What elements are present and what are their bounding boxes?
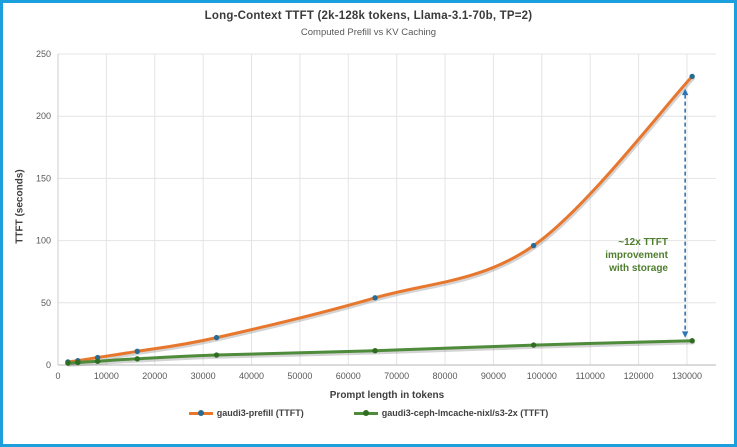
legend-line-icon xyxy=(353,410,378,416)
svg-text:100000: 100000 xyxy=(527,371,557,381)
legend-label-prefill: gaudi3-prefill (TTFT) xyxy=(216,408,304,418)
svg-text:30000: 30000 xyxy=(191,371,216,381)
annotation-line-3: with storage xyxy=(609,263,668,274)
chart-subtitle: Computed Prefill vs KV Caching xyxy=(300,27,437,38)
svg-text:0: 0 xyxy=(46,360,51,370)
legend-line-icon xyxy=(188,410,213,416)
svg-text:50000: 50000 xyxy=(287,371,312,381)
legend: gaudi3-prefill (TTFT) gaudi3-ceph-lmcach… xyxy=(3,408,734,418)
legend-label-lmcache: gaudi3-ceph-lmcache-nixl/s3-2x (TTFT) xyxy=(381,408,549,418)
svg-text:10000: 10000 xyxy=(94,371,119,381)
legend-item-lmcache: gaudi3-ceph-lmcache-nixl/s3-2x (TTFT) xyxy=(353,408,549,418)
svg-text:0: 0 xyxy=(55,371,60,381)
legend-item-prefill: gaudi3-prefill (TTFT) xyxy=(188,408,304,418)
svg-text:150: 150 xyxy=(36,173,51,183)
annotation-12x-improvement: ~12x TTFT improvement with storage xyxy=(605,236,668,275)
svg-text:60000: 60000 xyxy=(336,371,361,381)
legend-dot-icon xyxy=(362,410,369,416)
chart-canvas: 0 10000 20000 30000 40000 50000 60000 70000 8000… xyxy=(36,49,716,381)
svg-text:250: 250 xyxy=(36,49,51,59)
chart-title: Long-Context TTFT (2k-128k tokens, Llama… xyxy=(204,10,533,22)
y-axis-title: TTFT (seconds) xyxy=(14,169,26,244)
annotation-line-1: ~12x TTFT xyxy=(618,237,668,248)
svg-text:40000: 40000 xyxy=(239,371,264,381)
svg-text:200: 200 xyxy=(36,111,51,121)
svg-text:50: 50 xyxy=(41,298,51,308)
svg-text:110000: 110000 xyxy=(576,371,605,381)
legend-dot-icon xyxy=(197,410,204,416)
svg-text:120000: 120000 xyxy=(624,371,654,381)
x-axis-title: Prompt length in tokens xyxy=(329,390,445,401)
svg-text:20000: 20000 xyxy=(142,371,167,381)
svg-text:100: 100 xyxy=(36,236,51,246)
svg-text:90000: 90000 xyxy=(481,371,506,381)
svg-text:130000: 130000 xyxy=(672,371,702,381)
svg-text:80000: 80000 xyxy=(433,371,458,381)
annotation-line-2: improvement xyxy=(605,250,668,261)
svg-text:70000: 70000 xyxy=(384,371,409,381)
